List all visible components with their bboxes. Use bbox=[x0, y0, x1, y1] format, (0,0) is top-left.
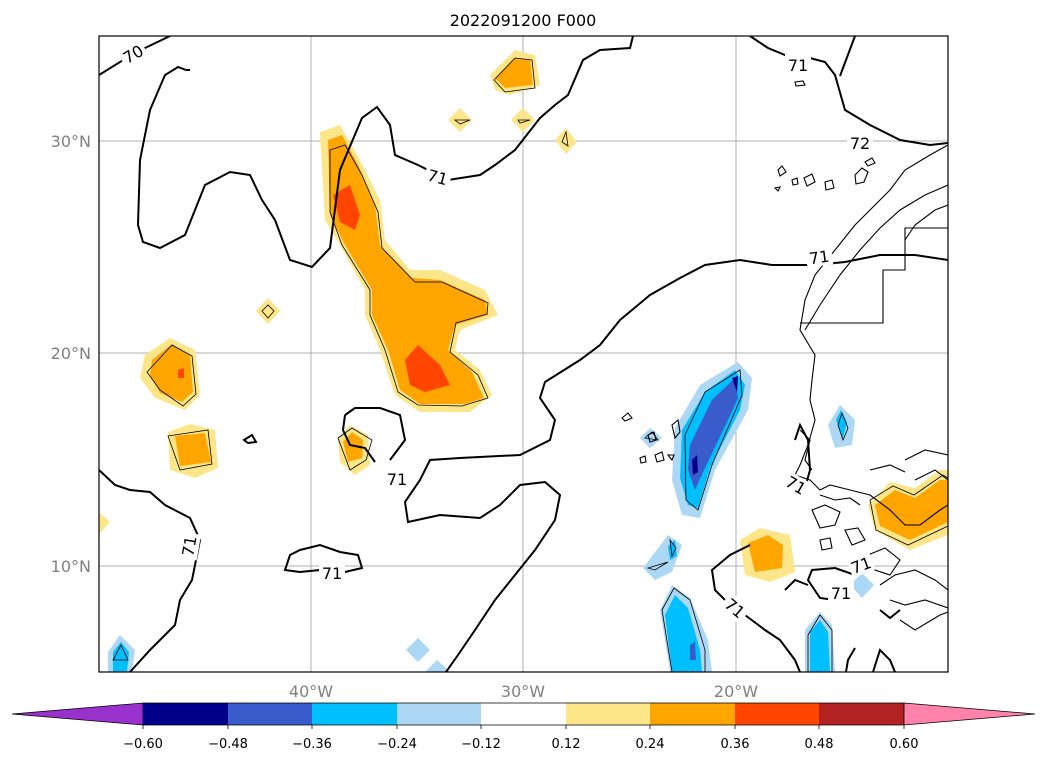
gridlines bbox=[99, 36, 948, 672]
colorbar-segment bbox=[481, 703, 566, 725]
lon-label-40w: 40°W bbox=[289, 682, 333, 701]
colorbar-tick: 0.36 bbox=[721, 737, 750, 752]
colorbar-tick: −0.12 bbox=[461, 737, 501, 752]
colorbar-segment bbox=[650, 703, 735, 725]
colorbar-segment bbox=[566, 703, 650, 725]
colorbar-tick: −0.60 bbox=[123, 737, 163, 752]
negative-anomaly-fills bbox=[108, 362, 874, 672]
colorbar: −0.60 −0.48 −0.36 −0.24 −0.12 0.12 0.24 … bbox=[11, 702, 1036, 752]
colorbar-segment bbox=[819, 703, 904, 725]
colorbar-tick: −0.36 bbox=[292, 737, 332, 752]
colorbar-segment bbox=[397, 703, 481, 725]
colorbar-extend-high bbox=[903, 702, 1036, 726]
colorbar-tick: −0.24 bbox=[377, 737, 417, 752]
coastlines bbox=[621, 80, 948, 631]
colorbar-extend-low bbox=[11, 702, 144, 726]
colorbar-segment bbox=[312, 703, 397, 725]
lat-axis: 30°N 20°N 10°N bbox=[51, 132, 91, 576]
lat-label-10n: 10°N bbox=[51, 557, 91, 576]
colorbar-tick: 0.48 bbox=[805, 737, 834, 752]
thin-contours bbox=[112, 57, 948, 672]
lon-axis: 40°W 30°W 20°W bbox=[289, 682, 758, 701]
contour-label-72: 72 bbox=[850, 134, 870, 153]
contour-label-71: 71 bbox=[178, 534, 200, 557]
colorbar-tick: −0.48 bbox=[208, 737, 248, 752]
positive-anomaly-fills bbox=[99, 50, 948, 582]
map-frame bbox=[98, 35, 949, 673]
colorbar-tick: 0.24 bbox=[636, 737, 665, 752]
map-title: 2022091200 F000 bbox=[450, 11, 597, 30]
contour-label-71: 71 bbox=[788, 56, 808, 75]
lat-label-30n: 30°N bbox=[51, 132, 91, 151]
plume-dark-2 bbox=[405, 345, 450, 392]
lon-label-20w: 20°W bbox=[714, 682, 758, 701]
contour-label-71: 71 bbox=[808, 247, 831, 269]
contour-label-71: 71 bbox=[425, 166, 450, 190]
plume-mid bbox=[328, 135, 488, 404]
colorbar-segment bbox=[143, 703, 228, 725]
lon-label-30w: 30°W bbox=[501, 682, 545, 701]
plume-dark-1 bbox=[333, 185, 360, 230]
contour-label-71: 71 bbox=[831, 584, 851, 603]
contour-label-71: 71 bbox=[322, 564, 342, 583]
colorbar-segment bbox=[735, 703, 819, 725]
lat-label-20n: 20°N bbox=[51, 344, 91, 363]
colorbar-tick: 0.12 bbox=[552, 737, 581, 752]
isolines bbox=[99, 36, 948, 672]
colorbar-segment bbox=[228, 703, 312, 725]
map-area: 70 71 71 71 71 71 71 71 72 71 71 71 bbox=[99, 36, 948, 672]
contour-label-71: 71 bbox=[387, 470, 407, 489]
colorbar-tick: 0.60 bbox=[890, 737, 919, 752]
contour-labels: 70 71 71 71 71 71 71 71 72 71 71 71 bbox=[116, 38, 876, 625]
